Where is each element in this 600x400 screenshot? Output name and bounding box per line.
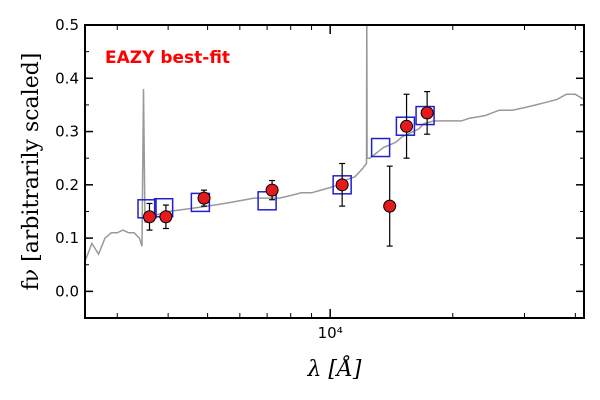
plot-frame	[84, 24, 585, 319]
model-photometry-marker	[415, 105, 435, 126]
observed-photometry-point	[400, 119, 414, 133]
y-axis-label: fν [arbitrarily scaled]	[19, 53, 44, 291]
y-tick-label: 0.1	[55, 229, 79, 247]
model-photometry-marker	[395, 116, 416, 136]
plot-area	[85, 25, 584, 260]
x-axis-label: λ [Å]	[307, 354, 362, 382]
y-tick-label: 0.5	[55, 16, 79, 34]
model-photometry-marker	[370, 137, 391, 158]
observed-photometry-point	[159, 210, 173, 224]
observed-photometry-point	[265, 183, 279, 197]
y-tick-label: 0.0	[55, 282, 79, 300]
observed-photometry-point	[142, 210, 156, 224]
observed-photometry-point	[335, 178, 349, 192]
template-spectrum-line	[85, 25, 584, 260]
x-tick-label: 10⁴	[318, 324, 343, 342]
observed-photometry-point	[197, 191, 211, 205]
y-tick-label: 0.4	[55, 69, 79, 87]
annotation-label: EAZY best-fit	[105, 48, 230, 68]
observed-photometry-point	[420, 106, 434, 120]
y-tick-label: 0.3	[55, 123, 79, 141]
y-tick-label: 0.2	[55, 176, 79, 194]
observed-photometry-point	[383, 199, 397, 213]
